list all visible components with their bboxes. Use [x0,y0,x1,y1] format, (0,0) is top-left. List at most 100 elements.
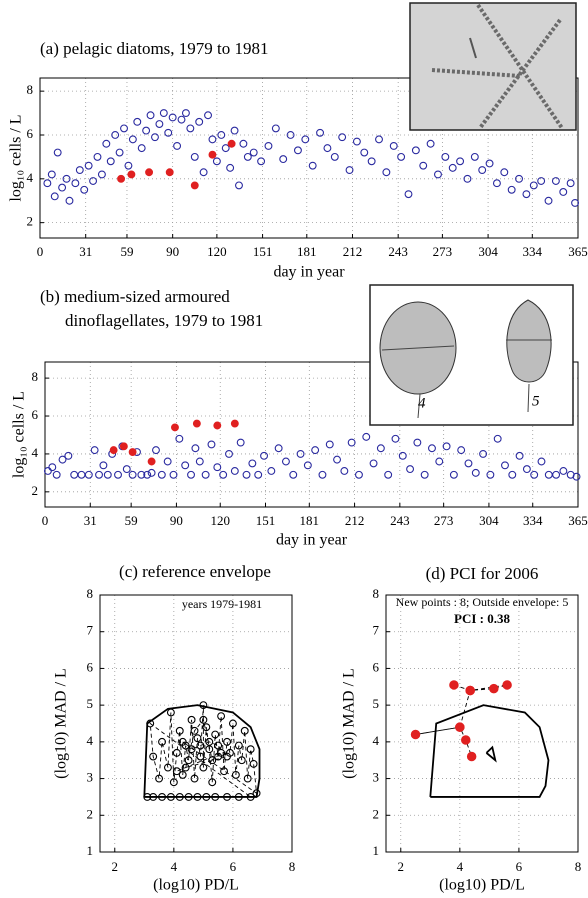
y-tick-label: 6 [373,659,380,674]
x-axis-label: (log10) PD/L [153,877,239,894]
point [199,715,208,724]
point [486,470,495,479]
point [485,159,494,168]
point [190,152,199,161]
point [65,196,74,205]
point [455,722,465,732]
point [84,470,93,479]
chart-title: (d) PCI for 2006 [426,564,539,583]
point [128,135,137,144]
point [175,726,184,735]
x-tick-label: 304 [479,513,499,528]
point [441,152,450,161]
point [257,157,266,166]
point [515,451,524,460]
x-tick-label: 59 [125,513,138,528]
x-tick-label: 212 [345,513,365,528]
point [53,148,62,157]
point [316,128,325,137]
point [220,767,229,776]
x-tick-label: 151 [256,513,276,528]
point [93,152,102,161]
x-tick-label: 6 [516,859,523,874]
point [151,133,159,142]
point [355,470,363,479]
point [77,470,86,479]
point [128,448,137,456]
point [190,181,199,190]
point [522,190,531,199]
point [411,146,420,155]
point [43,467,52,475]
point [208,135,217,144]
y-tick-label: 2 [87,806,94,821]
point [515,174,523,183]
cell-5 [506,299,552,383]
point [184,756,193,765]
point [221,144,230,153]
point [70,470,79,479]
inset-label: 4 [418,395,426,411]
x-tick-label: 304 [478,244,498,259]
chart-title: dinoflagellates, 1979 to 1981 [65,311,263,330]
x-tick-label: 2 [398,859,405,874]
point [231,770,240,779]
x-tick-label: 243 [390,513,410,528]
point [201,470,210,479]
point [173,141,182,150]
point [106,157,115,166]
x-tick-label: 120 [210,513,230,528]
point [155,774,164,783]
point [155,120,164,128]
point [47,170,56,179]
y-tick-label: 7 [87,623,94,638]
y-tick-label: 6 [27,126,34,141]
y-tick-label: 4 [27,170,34,185]
point [147,468,156,477]
flagellum [417,393,421,419]
x-axis-label: day in year [276,532,348,549]
y-tick-label: 3 [373,770,380,785]
point [470,152,479,161]
x-tick-label: 31 [84,513,97,528]
point [111,131,120,139]
point [318,470,327,479]
point [376,444,385,453]
point [249,759,258,768]
point [391,434,400,443]
point [114,470,122,479]
point [559,467,568,475]
point [178,737,187,746]
point [382,168,391,177]
point [58,455,67,464]
x-tick-label: 4 [171,859,178,874]
point [478,166,487,175]
point [190,726,199,735]
point [330,152,339,161]
point [271,124,280,133]
point [213,463,222,472]
y-tick-label: 5 [373,696,380,711]
y-tick-label: 7 [373,623,380,638]
x-tick-label: 90 [166,244,179,259]
point [323,144,332,153]
point [217,131,226,139]
point [172,748,181,757]
point [169,778,178,787]
point [205,737,214,746]
y-tick-label: 3 [87,770,94,785]
point [97,170,106,179]
point [308,161,317,170]
point [196,752,205,761]
x-tick-label: 243 [388,244,408,259]
point [195,457,204,466]
x-tick-label: 0 [42,513,49,528]
point [227,139,236,148]
y-tick-label: 1 [87,843,94,858]
point [552,470,561,479]
y-tick-label: 2 [32,483,39,498]
point [537,177,546,185]
point [223,752,231,761]
plot-frame [39,77,579,239]
point [389,141,398,150]
